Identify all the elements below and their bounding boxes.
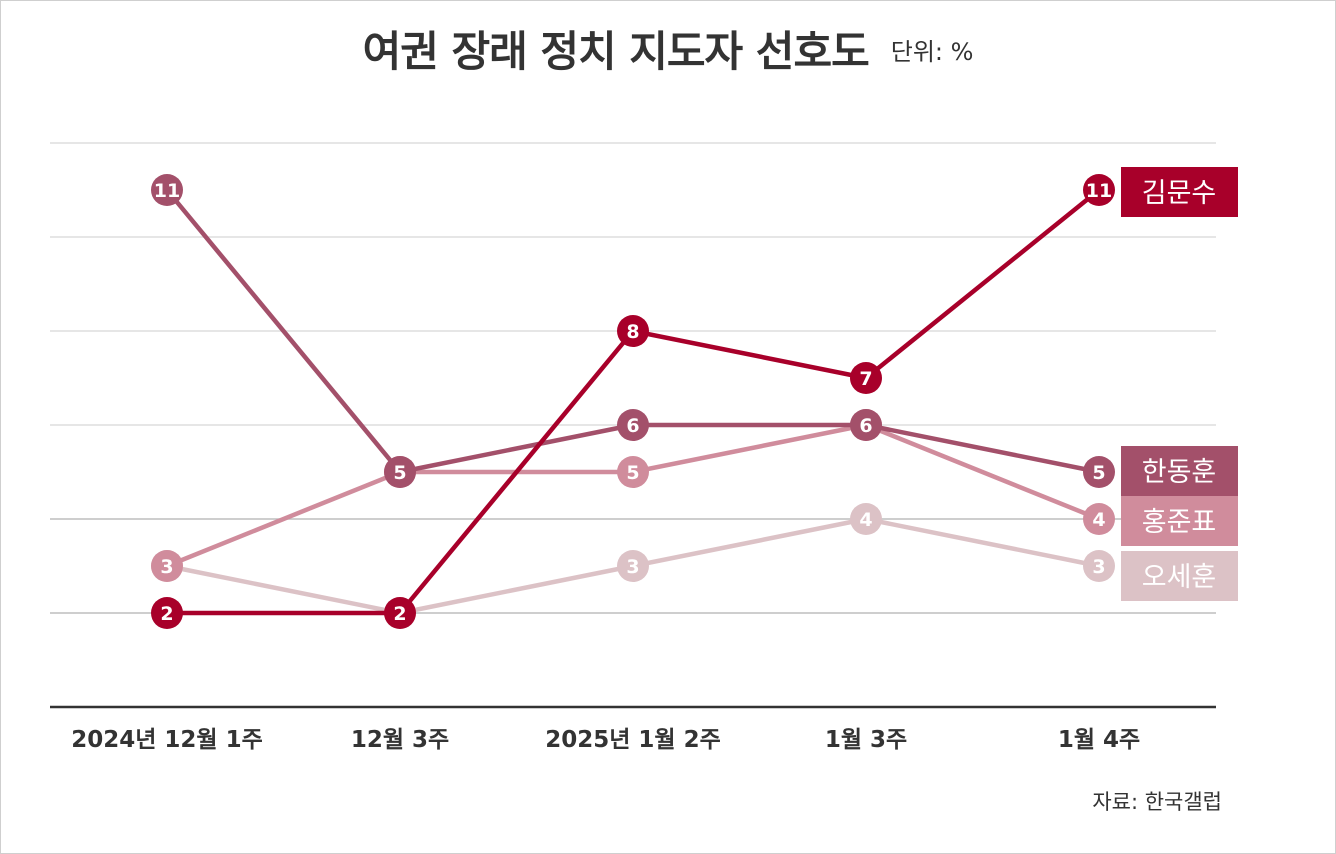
chart-title: 여권 장래 정치 지도자 선호도 [362,27,870,76]
legend-item-홍준표: 홍준표 [1121,496,1238,546]
data-point [850,503,882,535]
source-note: 자료: 한국갤럽 [1092,790,1222,814]
data-point [384,597,416,629]
x-tick-label: 1월 3주 [825,727,907,753]
legend-swatch [1121,446,1238,496]
data-point [151,174,183,206]
data-label: 2 [160,603,173,625]
legend-label: 오세훈 [1142,562,1217,593]
data-point [151,550,183,582]
series-김문수: 2 2 8 7 11 [151,174,1115,629]
legend-swatch [1121,551,1238,601]
x-tick-label: 1월 4주 [1058,727,1140,753]
data-label: 3 [160,556,173,578]
legend-label: 한동훈 [1142,457,1217,488]
data-label: 5 [626,462,639,484]
x-tick-label: 2024년 12월 1주 [71,727,263,753]
x-tick-label: 12월 3주 [351,727,449,753]
data-label: 2 [393,603,406,625]
series-line [164,422,1102,569]
data-label: 4 [859,509,872,531]
legend-item-한동훈: 한동훈 [1121,446,1238,496]
title-area: 여권 장래 정치 지도자 선호도 단위: % [0,18,1336,79]
data-point [617,456,649,488]
legend-item-오세훈: 오세훈 [1121,551,1238,601]
data-label: 7 [859,368,872,390]
data-point [1083,503,1115,535]
legend-swatch [1121,167,1238,217]
data-point [151,597,183,629]
data-point [617,550,649,582]
data-label: 8 [626,321,639,343]
series-line [164,187,1102,616]
x-tick-label: 2025년 1월 2주 [545,727,721,753]
data-point [1083,174,1115,206]
data-label: 5 [1092,462,1105,484]
data-point [850,362,882,394]
series-한동훈: 11 5 6 6 5 [151,174,1115,488]
legend-item-김문수: 김문수 [1121,167,1238,217]
data-point [1083,550,1115,582]
legend-swatch [1121,496,1238,546]
data-label: 6 [859,415,872,437]
legend-label: 김문수 [1142,178,1217,209]
data-label: 5 [393,462,406,484]
data-label: 11 [154,180,180,202]
data-label: 3 [1092,556,1105,578]
series-오세훈: 3 2 3 4 3 [151,503,1115,629]
legend-label: 홍준표 [1142,507,1217,538]
data-point [617,315,649,347]
data-label: 3 [626,556,639,578]
data-point [1083,456,1115,488]
data-label: 6 [626,415,639,437]
unit-label: 단위: % [890,38,974,66]
data-point [384,456,416,488]
data-label: 11 [1086,180,1112,202]
data-point [850,409,882,441]
data-label: 4 [1092,509,1105,531]
data-point [617,409,649,441]
